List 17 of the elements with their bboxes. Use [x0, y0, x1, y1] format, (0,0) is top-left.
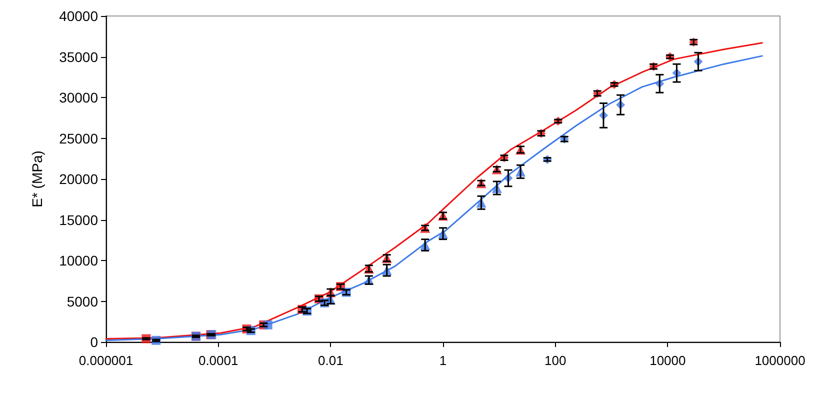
y-tick-label: 0: [90, 334, 98, 350]
x-tick-label: 0.01: [318, 353, 344, 368]
x-tick-label: 0.000001: [78, 353, 134, 368]
x-tick-label: 0.0001: [198, 353, 238, 368]
y-tick-label: 40000: [59, 8, 98, 24]
x-tick-label: 1000000: [754, 353, 806, 368]
x-tick-label: 100: [544, 353, 566, 368]
y-tick-label: 10000: [59, 252, 98, 268]
y-tick-label: 15000: [59, 212, 98, 228]
y-axis-title: E* (MPa): [29, 150, 45, 208]
x-tick-label: 1: [439, 353, 447, 368]
y-tick-label: 20000: [59, 171, 98, 187]
y-tick-label: 25000: [59, 130, 98, 146]
y-tick-label: 35000: [59, 48, 98, 65]
x-tick-label: 10000: [650, 353, 686, 368]
y-tick-label: 5000: [66, 293, 98, 310]
y-tick-label: 30000: [59, 90, 98, 106]
